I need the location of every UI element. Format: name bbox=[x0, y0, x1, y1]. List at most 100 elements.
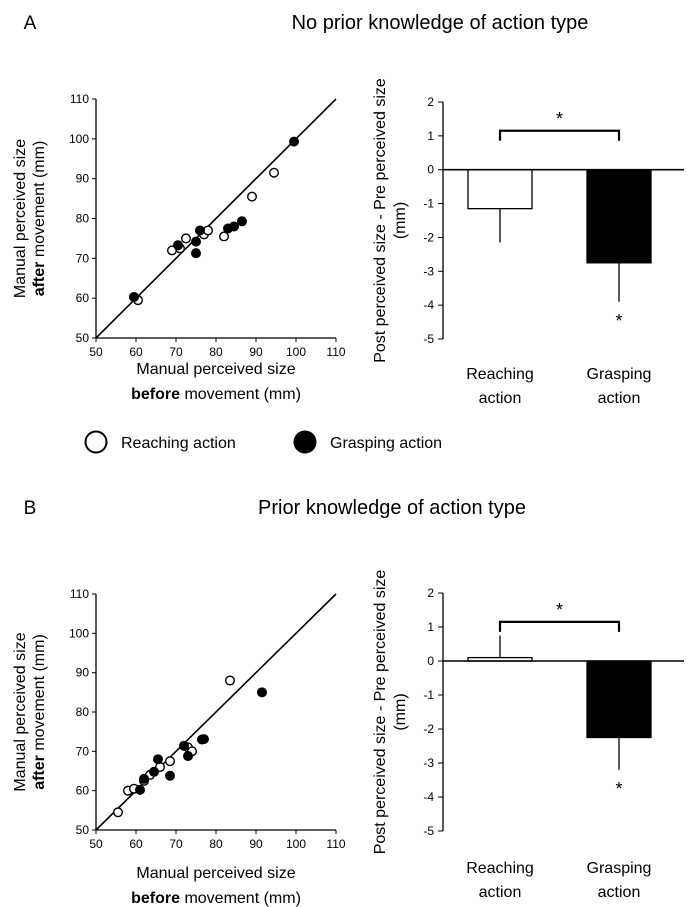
scatter-y-tick-label: 70 bbox=[76, 251, 90, 265]
point-grasping bbox=[138, 773, 149, 784]
scatter-x-axis-label-2: before movement (mm) bbox=[131, 386, 301, 403]
point-grasping bbox=[172, 240, 183, 251]
point-reaching bbox=[246, 191, 257, 202]
bar-y-tick-label: -1 bbox=[423, 197, 434, 211]
bar-grasping bbox=[586, 169, 652, 264]
point-grasping bbox=[182, 751, 193, 762]
point-grasping bbox=[128, 291, 139, 302]
scatter-x-axis-label-2: before movement (mm) bbox=[131, 890, 301, 907]
scatter-x-axis-label-rest: movement (mm) bbox=[180, 386, 301, 403]
point-grasping bbox=[289, 136, 300, 147]
bracket-star: * bbox=[556, 600, 563, 620]
category-label: Reaching bbox=[466, 366, 534, 383]
scatter-x-tick-label: 80 bbox=[209, 345, 223, 359]
bar-y-tick-label: 0 bbox=[427, 163, 434, 177]
bar-y-tick-label: -5 bbox=[423, 824, 434, 838]
scatter-y-tick-label: 70 bbox=[76, 744, 90, 758]
bar-y-tick-label: -2 bbox=[423, 722, 434, 736]
scatter-y-axis-label-rest: movement (mm) bbox=[31, 634, 48, 755]
scatter-y-axis-label: Manual perceived size bbox=[12, 632, 29, 791]
scatter-x-axis-label: Manual perceived size bbox=[136, 865, 295, 882]
scatter-y-axis-label: Manual perceived size bbox=[12, 139, 29, 298]
scatter-y-axis-label-2: after movement (mm) bbox=[31, 634, 48, 790]
point-reaching bbox=[224, 675, 235, 686]
significance-bracket bbox=[498, 620, 621, 632]
scatter-x-axis-label-bold: before bbox=[131, 890, 180, 907]
point-grasping bbox=[164, 770, 175, 781]
point-grasping bbox=[228, 221, 239, 232]
scatter-y-axis-label-rest: movement (mm) bbox=[31, 141, 48, 262]
point-reaching bbox=[180, 233, 191, 244]
scatter-y-tick-label: 50 bbox=[76, 823, 90, 837]
category-label: Grasping bbox=[587, 860, 652, 877]
bar-y-tick-label: -5 bbox=[423, 332, 434, 346]
point-grasping bbox=[134, 784, 145, 795]
panel-title: Prior knowledge of action type bbox=[258, 497, 526, 519]
scatter-x-tick-label: 50 bbox=[89, 837, 103, 851]
identity-line bbox=[95, 98, 337, 339]
point-reaching bbox=[269, 167, 280, 178]
scatter-x-tick-label: 60 bbox=[129, 345, 143, 359]
point-reaching bbox=[164, 756, 175, 767]
scatter-y-axis-label-bold: after bbox=[31, 262, 48, 297]
bar-y-tick-label: -4 bbox=[423, 298, 434, 312]
significance-star: * bbox=[615, 311, 622, 331]
bar-y-tick-label: 1 bbox=[427, 129, 434, 143]
scatter-x-axis-label-bold: before bbox=[131, 386, 180, 403]
scatter-y-tick-label: 50 bbox=[76, 331, 90, 345]
bar-y-tick-label: -3 bbox=[423, 264, 434, 278]
bar-y-axis-label: Post perceived size - Pre perceived size bbox=[372, 570, 389, 855]
point-grasping bbox=[190, 236, 201, 247]
scatter-plot-0: 50 60 70 80 90 100 110 50 60 70 80 90 100 110 Manual p… bbox=[12, 92, 346, 403]
scatter-y-tick-label: 60 bbox=[76, 784, 90, 798]
scatter-x-tick-label: 50 bbox=[89, 345, 103, 359]
scatter-x-tick-label: 70 bbox=[169, 837, 183, 851]
scatter-y-axis-label-bold: after bbox=[31, 755, 48, 790]
panel-letter: B bbox=[24, 498, 37, 519]
bar-y-axis-label-2: (mm) bbox=[392, 202, 409, 239]
point-reaching bbox=[112, 807, 123, 818]
point-grasping bbox=[148, 766, 159, 777]
category-label: Reaching bbox=[466, 860, 534, 877]
category-label-2: action bbox=[479, 390, 522, 407]
scatter-x-tick-label: 90 bbox=[249, 837, 263, 851]
scatter-x-tick-label: 80 bbox=[209, 837, 223, 851]
scatter-y-tick-label: 80 bbox=[76, 212, 90, 226]
bar-chart-0: 2 1 0 -1 -2 -3 -4 -5 * * Reaching action Grasping act… bbox=[372, 78, 684, 407]
point-grasping bbox=[190, 248, 201, 259]
category-label-2: action bbox=[479, 884, 522, 901]
category-label-2: action bbox=[598, 390, 641, 407]
point-grasping bbox=[178, 740, 189, 751]
point-reaching bbox=[218, 231, 229, 242]
point-grasping bbox=[257, 687, 268, 698]
scatter-x-tick-label: 60 bbox=[129, 837, 143, 851]
bar-y-tick-label: 0 bbox=[427, 654, 434, 668]
identity-line bbox=[95, 593, 337, 831]
legend-marker-grasping bbox=[293, 430, 317, 454]
bar-grasping bbox=[586, 660, 652, 739]
scatter-y-tick-label: 80 bbox=[76, 705, 90, 719]
legend-label: Grasping action bbox=[330, 435, 442, 452]
significance-star: * bbox=[615, 779, 622, 799]
scatter-y-axis-label-2: after movement (mm) bbox=[31, 141, 48, 297]
scatter-x-tick-label: 70 bbox=[169, 345, 183, 359]
bar-y-tick-label: 2 bbox=[427, 95, 434, 109]
scatter-y-tick-label: 90 bbox=[76, 172, 90, 186]
scatter-y-tick-label: 90 bbox=[76, 666, 90, 680]
category-label: Grasping bbox=[587, 366, 652, 383]
scatter-y-tick-label: 110 bbox=[70, 587, 89, 601]
scatter-plot-1: 50 60 70 80 90 100 110 50 60 70 80 90 100 110 Manual p… bbox=[12, 587, 346, 907]
bar-y-tick-label: -1 bbox=[423, 688, 434, 702]
bar-y-tick-label: -4 bbox=[423, 790, 434, 804]
bar-y-tick-label: 2 bbox=[427, 586, 434, 600]
scatter-x-tick-label: 110 bbox=[326, 345, 345, 359]
bracket-star: * bbox=[556, 109, 563, 129]
bar-y-axis-label: Post perceived size - Pre perceived size bbox=[372, 78, 389, 363]
point-grasping bbox=[236, 216, 247, 227]
point-grasping bbox=[194, 225, 205, 236]
panel-b: B Prior knowledge of action type 50 60 70 80 9… bbox=[12, 497, 684, 907]
scatter-x-axis-label-rest: movement (mm) bbox=[180, 890, 301, 907]
legend: Reaching action Grasping action bbox=[84, 430, 442, 454]
panel-letter: A bbox=[24, 13, 37, 34]
